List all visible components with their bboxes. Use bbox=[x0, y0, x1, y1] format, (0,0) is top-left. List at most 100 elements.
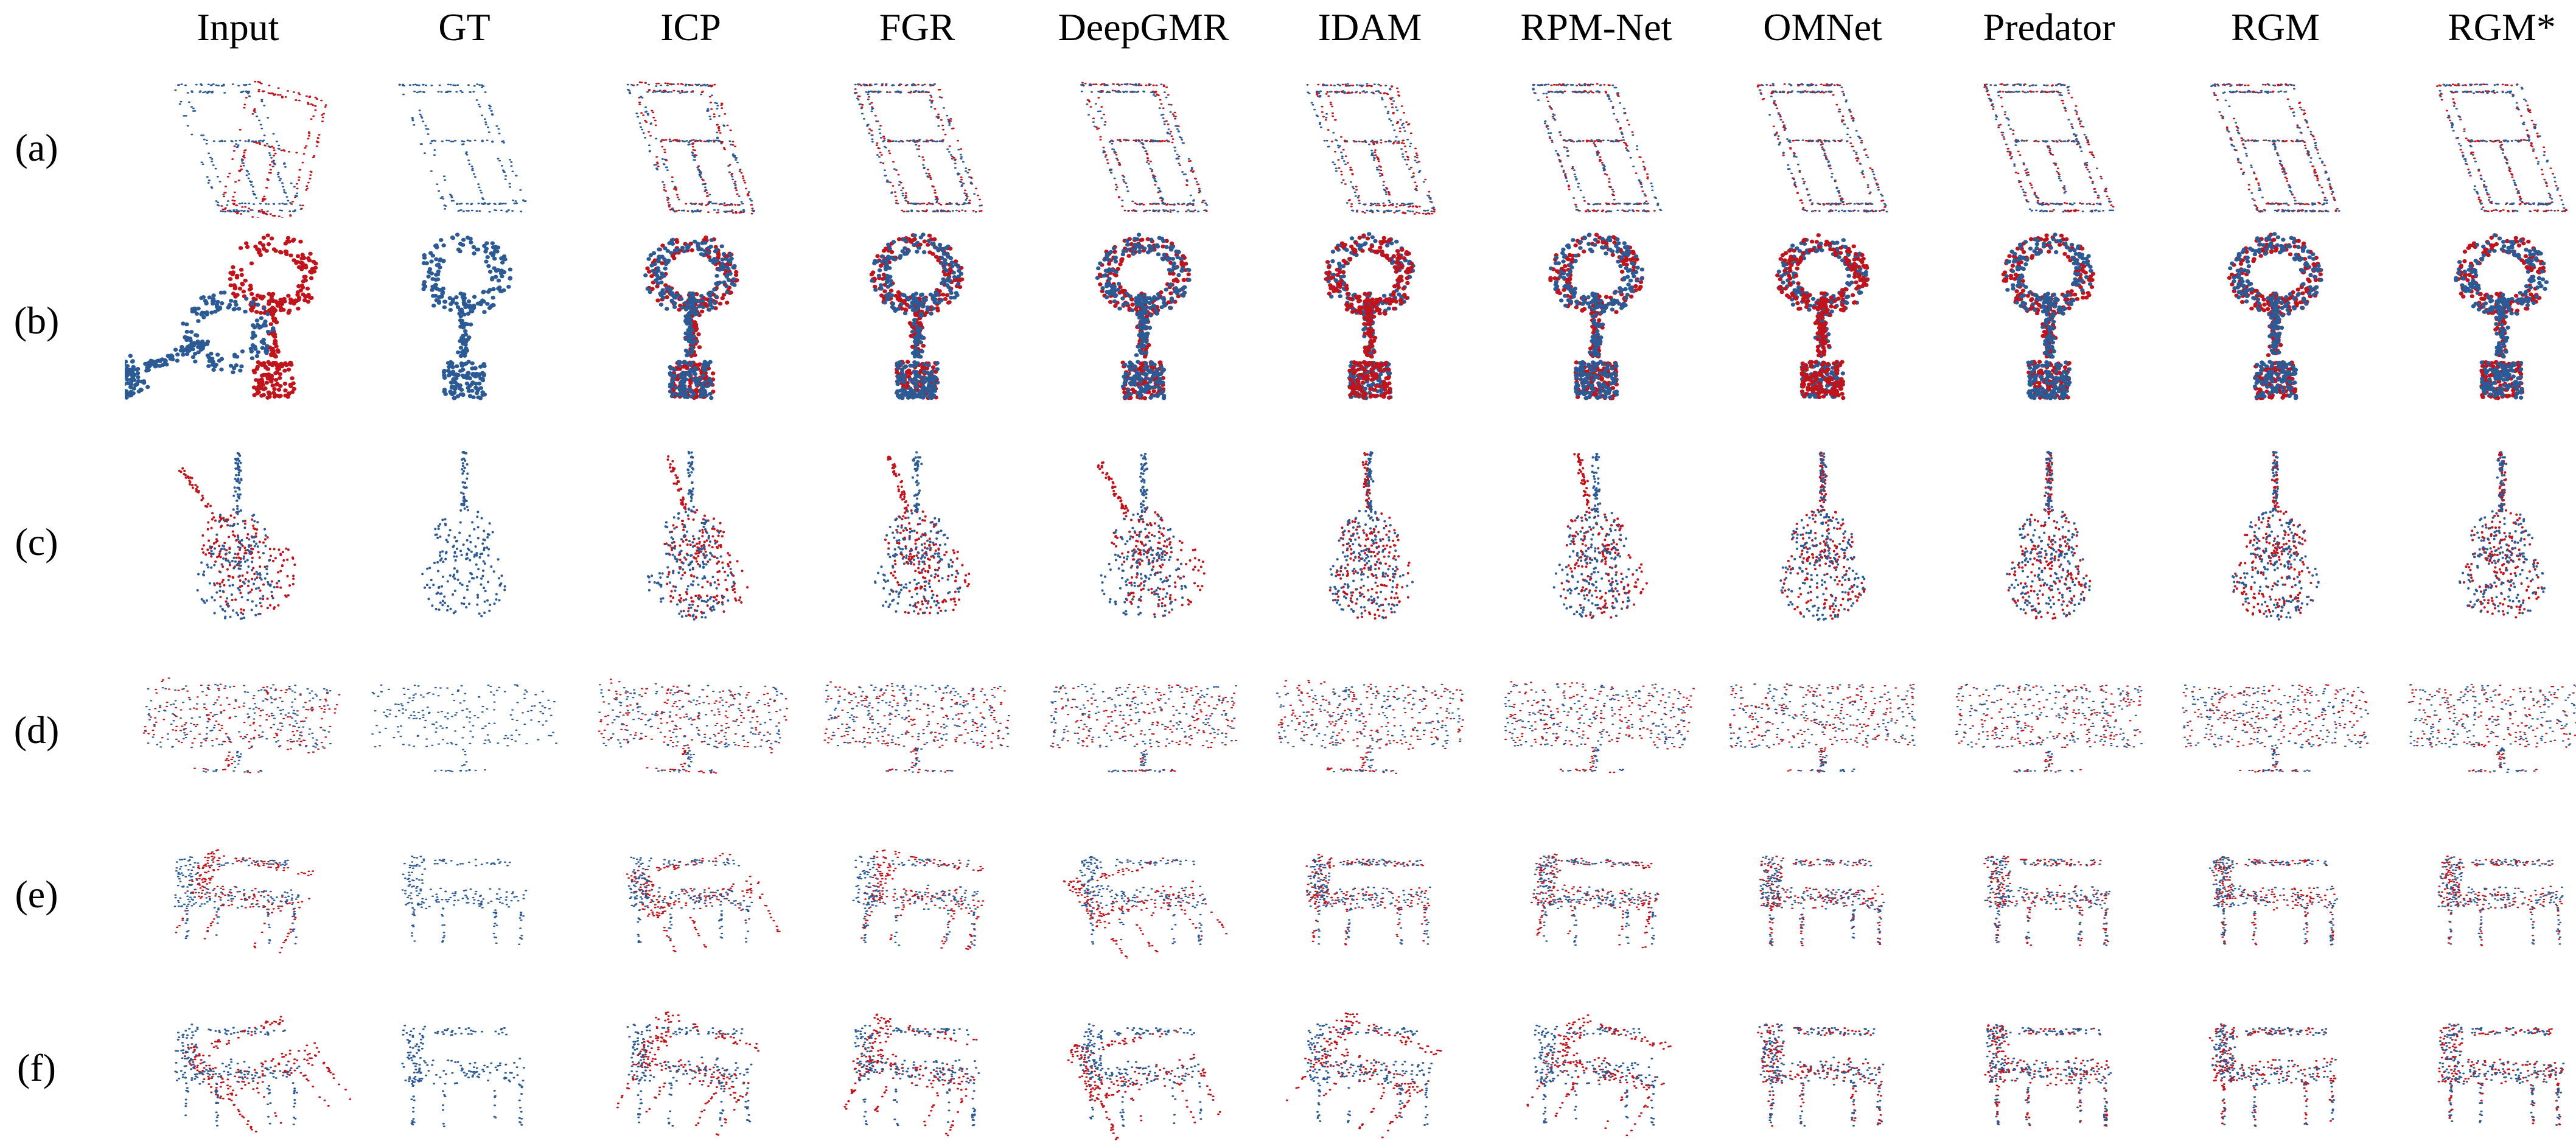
target-points bbox=[174, 1024, 300, 1126]
point-cloud-b-rgm bbox=[2162, 229, 2389, 412]
target-points bbox=[1553, 453, 1638, 618]
point-cloud-b-icp bbox=[578, 229, 804, 412]
target-points bbox=[1534, 1025, 1659, 1126]
target-points bbox=[1100, 453, 1187, 618]
target-points bbox=[1985, 83, 2114, 213]
point-cloud-f-gt bbox=[351, 995, 578, 1141]
source-points bbox=[823, 682, 1009, 773]
source-points bbox=[175, 849, 314, 953]
target-points bbox=[1532, 83, 1662, 212]
target-points bbox=[854, 83, 981, 213]
point-cloud-d-omnet bbox=[1709, 672, 1936, 788]
target-points bbox=[2211, 1024, 2337, 1126]
target-points bbox=[1760, 856, 1885, 946]
point-cloud-e-omnet bbox=[1709, 831, 1936, 958]
point-cloud-d-rgm bbox=[2162, 672, 2389, 788]
point-cloud-d-deepgmr bbox=[1030, 672, 1257, 788]
point-cloud-b-idam bbox=[1257, 229, 1483, 412]
target-points bbox=[825, 685, 1010, 773]
source-points bbox=[1775, 233, 1869, 400]
point-cloud-e-idam bbox=[1257, 831, 1483, 958]
column-header-fgr: FGR bbox=[804, 0, 1030, 55]
target-points bbox=[2228, 232, 2323, 400]
source-points bbox=[1757, 83, 1887, 213]
point-cloud-a-input bbox=[125, 78, 351, 218]
target-points bbox=[371, 684, 557, 772]
point-cloud-f-omnet bbox=[1709, 995, 1936, 1141]
point-cloud-a-rgm bbox=[2389, 78, 2576, 218]
source-points bbox=[2212, 857, 2336, 946]
point-cloud-a-fgr bbox=[804, 78, 1030, 218]
target-points bbox=[1329, 451, 1414, 619]
point-cloud-c-gt bbox=[351, 442, 578, 643]
row-label-b: (b) bbox=[0, 296, 73, 345]
target-points bbox=[2210, 83, 2340, 212]
row-label-e: (e) bbox=[0, 870, 73, 919]
source-points bbox=[1984, 1024, 2109, 1126]
point-cloud-c-input bbox=[125, 442, 351, 643]
point-cloud-a-rpmnet bbox=[1483, 78, 1709, 218]
point-cloud-b-deepgmr bbox=[1030, 229, 1257, 412]
point-cloud-e-rgm bbox=[2389, 831, 2576, 958]
point-cloud-b-fgr bbox=[804, 229, 1030, 412]
target-points bbox=[2209, 856, 2339, 945]
column-header-rpm-net: RPM-Net bbox=[1483, 0, 1709, 55]
point-cloud-a-deepgmr bbox=[1030, 78, 1257, 218]
point-cloud-d-input bbox=[125, 672, 351, 788]
source-points bbox=[1316, 83, 1436, 215]
point-cloud-e-rpmnet bbox=[1483, 831, 1709, 958]
point-cloud-e-deepgmr bbox=[1030, 831, 1257, 958]
point-cloud-d-icp bbox=[578, 672, 804, 788]
source-points bbox=[220, 81, 327, 218]
column-header-rgm: RGM* bbox=[2389, 0, 2576, 55]
target-points bbox=[421, 232, 512, 400]
source-points bbox=[2438, 856, 2563, 946]
point-cloud-c-fgr bbox=[804, 442, 1030, 643]
point-cloud-a-predator bbox=[1936, 78, 2162, 218]
column-header-idam: IDAM bbox=[1257, 0, 1483, 55]
source-points bbox=[1531, 854, 1660, 949]
target-points bbox=[628, 857, 753, 943]
point-cloud-c-rgm bbox=[2162, 442, 2389, 643]
row-label-d: (d) bbox=[0, 706, 73, 755]
point-cloud-e-icp bbox=[578, 831, 804, 958]
point-cloud-c-icp bbox=[578, 442, 804, 643]
point-cloud-a-icp bbox=[578, 78, 804, 218]
target-points bbox=[1276, 684, 1464, 773]
source-points bbox=[843, 1013, 977, 1136]
source-points bbox=[1532, 83, 1656, 212]
target-points bbox=[197, 452, 281, 620]
source-points bbox=[1097, 461, 1206, 617]
target-points bbox=[1050, 684, 1237, 773]
point-cloud-a-omnet bbox=[1709, 78, 1936, 218]
source-points bbox=[2209, 1024, 2337, 1127]
source-points bbox=[1560, 453, 1647, 619]
point-cloud-c-omnet bbox=[1709, 442, 1936, 643]
column-header-rgm: RGM bbox=[2162, 0, 2389, 55]
point-cloud-d-rpmnet bbox=[1483, 672, 1709, 788]
point-cloud-b-rgm bbox=[2389, 229, 2576, 412]
point-cloud-d-gt bbox=[351, 672, 578, 788]
point-cloud-a-idam bbox=[1257, 78, 1483, 218]
target-points bbox=[144, 684, 332, 773]
target-points bbox=[643, 238, 737, 400]
point-cloud-f-rgm bbox=[2162, 995, 2389, 1141]
point-cloud-c-deepgmr bbox=[1030, 442, 1257, 643]
source-points bbox=[854, 83, 983, 212]
source-points bbox=[1081, 82, 1208, 213]
row-label-f: (f) bbox=[0, 1044, 73, 1092]
target-points bbox=[421, 451, 506, 618]
source-points bbox=[632, 82, 754, 215]
target-points bbox=[1504, 683, 1688, 772]
point-cloud-e-predator bbox=[1936, 831, 2162, 958]
target-points bbox=[2409, 684, 2576, 773]
target-points bbox=[1986, 1024, 2112, 1126]
column-header-gt: GT bbox=[351, 0, 578, 55]
point-cloud-f-fgr bbox=[804, 995, 1030, 1141]
column-header-deepgmr: DeepGMR bbox=[1030, 0, 1257, 55]
point-cloud-d-predator bbox=[1936, 672, 2162, 788]
point-cloud-e-fgr bbox=[804, 831, 1030, 958]
source-points bbox=[1955, 684, 2141, 773]
target-points bbox=[854, 1025, 980, 1126]
source-points bbox=[1324, 233, 1414, 399]
